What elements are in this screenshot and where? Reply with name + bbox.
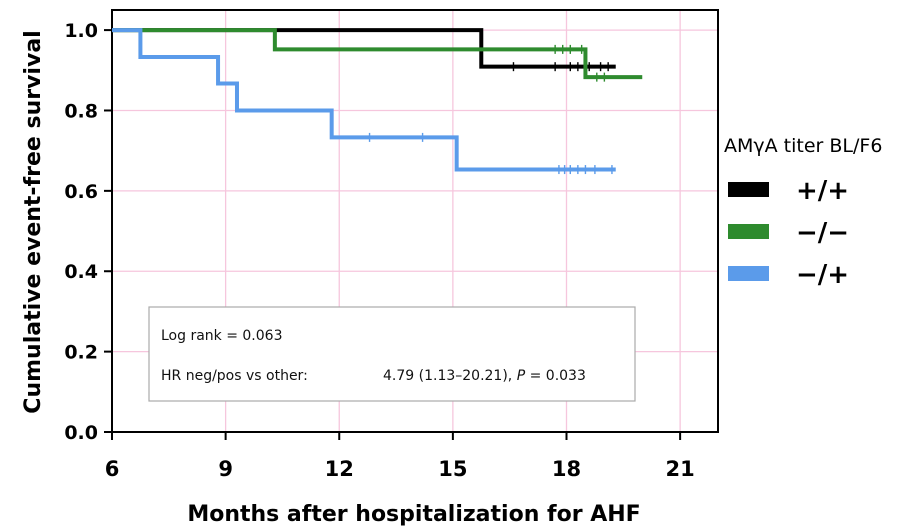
statistics-box-frame (148, 306, 636, 402)
y-tick-label: 1.0 (64, 20, 98, 42)
series-layer (112, 28, 643, 175)
series-line-neg-pos (112, 28, 616, 172)
p-value: = 0.033 (525, 368, 586, 384)
legend-swatch-neg-neg (728, 224, 769, 239)
legend-swatch-neg-pos (728, 266, 769, 281)
legend-label-neg-neg: −/− (796, 218, 849, 248)
x-tick-label: 12 (325, 457, 354, 481)
y-tick-label: 0.4 (64, 261, 98, 283)
legend-label-pos-pos: +/+ (796, 176, 849, 206)
hr-value: 4.79 (1.13–20.21), (383, 368, 517, 384)
x-tick-label: 9 (218, 457, 233, 481)
y-tick-label: 0.6 (64, 181, 98, 203)
legend-swatch-pos-pos (728, 182, 769, 197)
plot-border (111, 9, 719, 433)
x-tick-label: 21 (666, 457, 695, 481)
legend: AMγA titer BL/F6 +/+ −/− −/+ (724, 135, 882, 290)
p-label: P (517, 368, 526, 384)
legend-label-neg-pos: −/+ (796, 260, 849, 290)
y-tick-label: 0.2 (64, 342, 98, 364)
log-rank-text: Log rank = 0.063 (161, 328, 282, 344)
axes-layer: 6 9 12 15 18 21 0.0 0.2 0.4 0.6 0.8 1.0 (64, 20, 694, 481)
x-tick-label: 6 (105, 457, 120, 481)
x-tick-label: 15 (438, 457, 467, 481)
legend-title: AMγA titer BL/F6 (724, 135, 882, 157)
hr-value-text: 4.79 (1.13–20.21), P = 0.033 (383, 368, 586, 384)
x-axis-title: Months after hospitalization for AHF (187, 502, 640, 527)
series-line-neg-neg (112, 28, 643, 80)
statistics-box: Log rank = 0.063 HR neg/pos vs other: 4.… (148, 306, 636, 402)
y-axis-title: Cumulative event-free survival (21, 30, 46, 413)
x-tick-label: 18 (552, 457, 581, 481)
hr-label-text: HR neg/pos vs other: (161, 368, 308, 384)
y-tick-label: 0.8 (64, 100, 98, 122)
y-tick-label: 0.0 (64, 422, 98, 444)
